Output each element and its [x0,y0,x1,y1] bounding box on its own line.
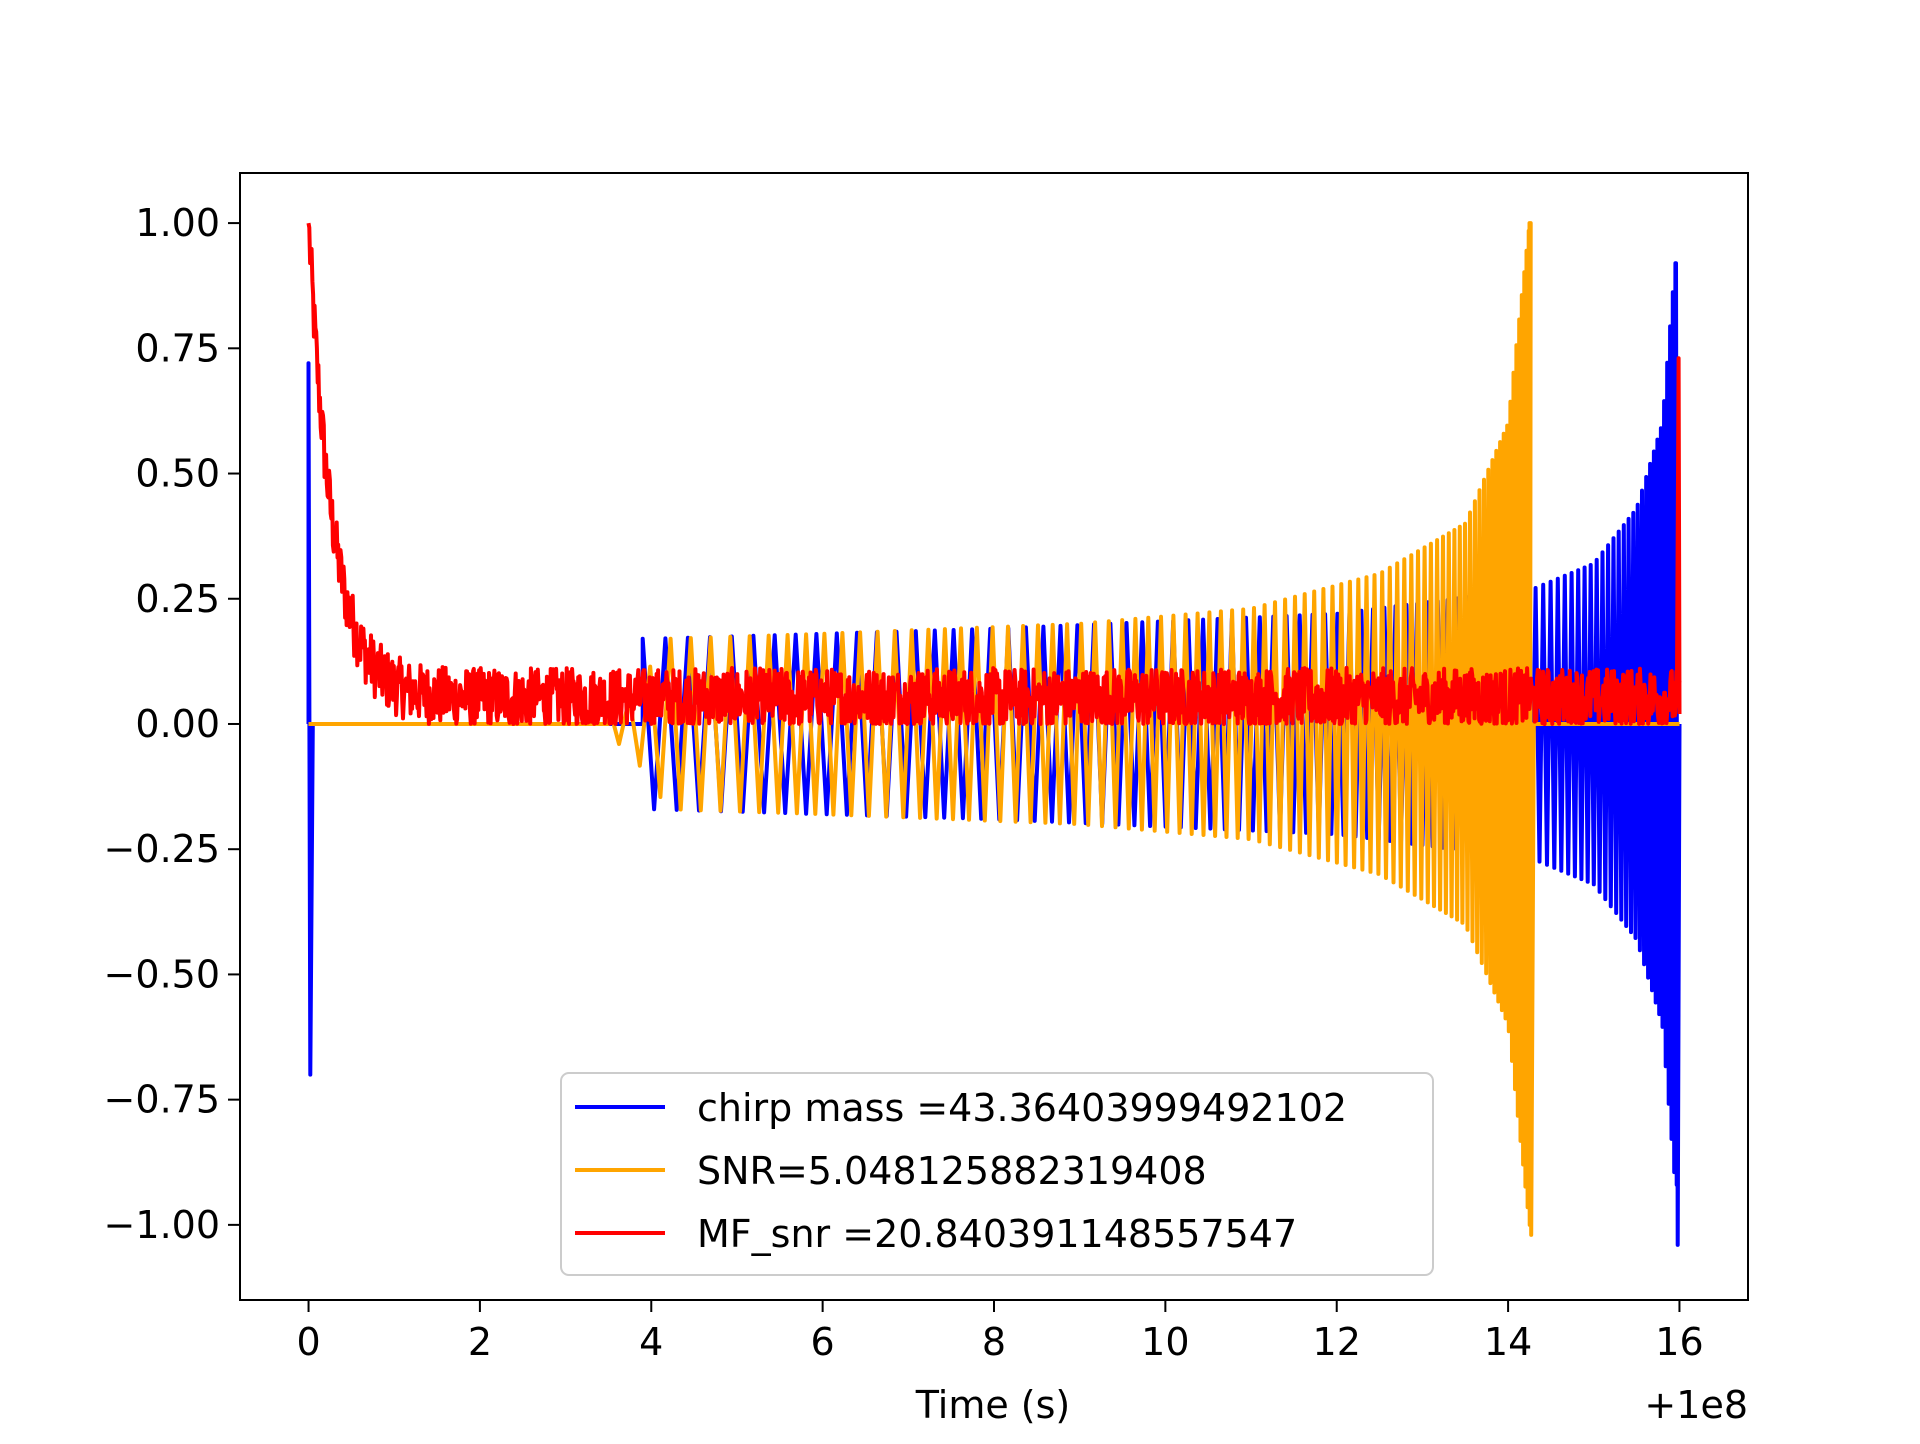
x-tick-label: 8 [982,1320,1006,1364]
legend-label-mf-snr: MF_snr =20.840391148557547 [697,1212,1297,1256]
x-tick-label: 14 [1484,1320,1532,1364]
x-tick-label: 16 [1655,1320,1703,1364]
x-offset-label: +1e8 [1644,1383,1748,1427]
y-tick-label: −0.75 [104,1078,220,1122]
y-tick-label: 0.25 [135,577,220,621]
x-axis-label: Time (s) [915,1383,1071,1427]
legend-label-chirp-mass: chirp mass =43.36403999492102 [697,1086,1347,1130]
legend-label-snr: SNR=5.048125882319408 [697,1149,1207,1193]
x-tick-label: 0 [296,1320,320,1364]
y-tick-label: 1.00 [135,201,220,245]
x-tick-label: 2 [468,1320,492,1364]
legend: chirp mass =43.36403999492102 SNR=5.0481… [560,1072,1434,1276]
series-line-snr [308,221,1680,1237]
y-tick-label: −0.25 [104,827,220,871]
y-tick-label: 0.50 [135,452,220,496]
x-tick-label: 12 [1313,1320,1361,1364]
y-tick-label: −0.50 [104,952,220,996]
x-tick-label: 10 [1141,1320,1189,1364]
series-line-mf-snr [306,222,1682,726]
y-tick-label: −1.00 [104,1203,220,1247]
y-tick-label: 0.75 [135,326,220,370]
x-axis: 0 2 4 6 8 10 12 14 16 [296,1300,1704,1364]
legend-box [560,1072,1434,1276]
x-tick-label: 4 [639,1320,663,1364]
x-tick-label: 6 [811,1320,835,1364]
y-axis: 1.00 0.75 0.50 0.25 0.00 −0.25 −0.50 −0.75 −1.00 [104,201,240,1247]
y-tick-label: 0.00 [135,702,220,746]
series-layer [306,221,1682,1247]
